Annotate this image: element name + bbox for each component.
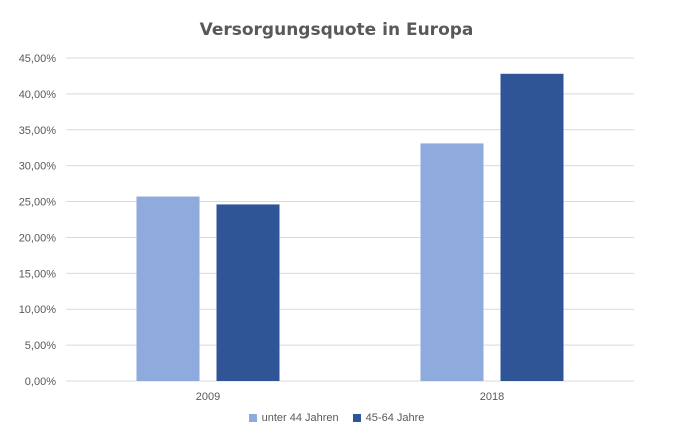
bar-2009-series-1 xyxy=(136,196,200,381)
y-tick-label: 45,00% xyxy=(19,53,57,65)
x-tick-label: 2009 xyxy=(196,391,220,403)
y-tick-label: 40,00% xyxy=(19,89,57,101)
chart-title: Versorgungsquote in Europa xyxy=(199,20,474,40)
y-tick-label: 35,00% xyxy=(19,125,57,137)
bar-2018-series-2 xyxy=(500,73,564,382)
legend-swatch xyxy=(352,414,361,422)
legend-label: 45-64 Jahre xyxy=(365,412,425,424)
y-tick-label: 25,00% xyxy=(19,197,57,209)
x-axis-ticks: 2009 2018 xyxy=(196,391,504,403)
y-tick-label: 0,00% xyxy=(25,376,56,388)
bars xyxy=(136,73,564,382)
y-axis-ticks: 0,00% 5,00% 10,00% 15,00% 20,00% 25,00% 30,00%… xyxy=(19,53,57,388)
bar-2018-series-1 xyxy=(420,143,484,381)
legend-label: unter 44 Jahren xyxy=(261,412,339,424)
y-tick-label: 10,00% xyxy=(19,304,57,316)
bar-2009-series-2 xyxy=(216,204,280,381)
x-tick-label: 2018 xyxy=(480,391,504,403)
legend-item-series-1: unter 44 Jahren xyxy=(248,412,339,424)
y-tick-label: 5,00% xyxy=(25,340,56,352)
legend-item-series-2: 45-64 Jahre xyxy=(352,412,425,424)
legend: unter 44 Jahren 45-64 Jahre xyxy=(0,412,673,424)
y-tick-label: 30,00% xyxy=(19,161,57,173)
y-tick-label: 20,00% xyxy=(19,232,57,244)
legend-swatch xyxy=(248,414,257,422)
y-tick-label: 15,00% xyxy=(19,268,57,280)
